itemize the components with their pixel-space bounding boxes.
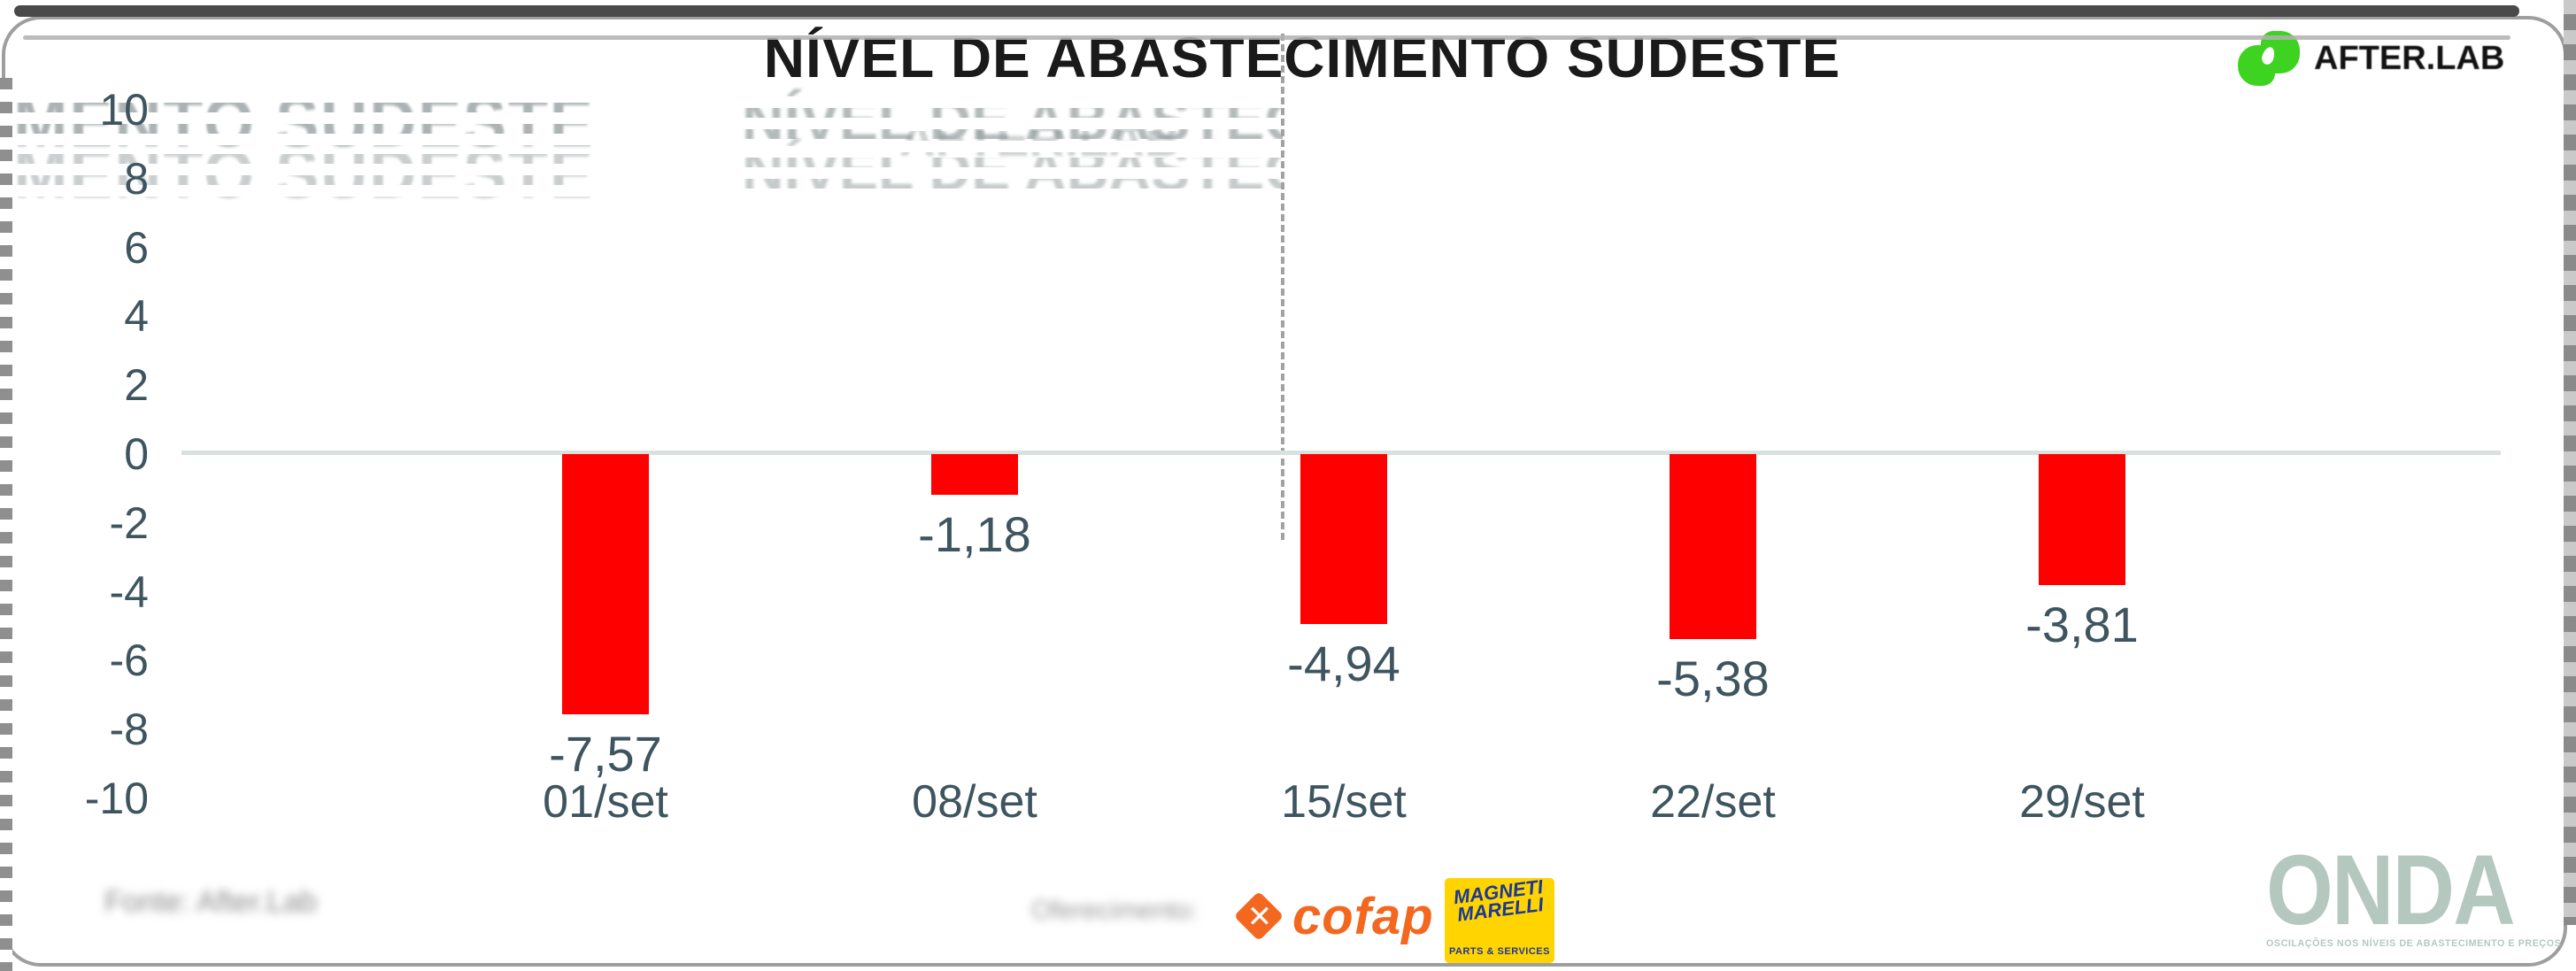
- bar-01/set[interactable]: [562, 454, 649, 714]
- x-axis-tick-label: 08/set: [912, 776, 1037, 828]
- y-axis-tick-label: -8: [109, 705, 149, 755]
- card-border-ghost: [23, 35, 2510, 40]
- ghost-watermark: AFTER.LAB: [899, 111, 1181, 166]
- source-note: Fonte: After.Lab: [104, 885, 318, 919]
- cofap-wordmark: cofap: [1292, 888, 1434, 945]
- ghost-title-fragment: CIMENTO SUDESTE: [0, 82, 595, 161]
- y-axis-tick-label: -2: [109, 497, 149, 548]
- bar-value-label: -7,57: [549, 726, 662, 782]
- zero-gridline: [181, 451, 2501, 455]
- dashed-guide-line: [1281, 34, 1284, 540]
- parts-services-label: PARTS & SERVICES: [1449, 946, 1550, 957]
- bar-value-label: -5,38: [1656, 651, 1770, 706]
- onda-wordmark: ONDA: [2266, 835, 2516, 945]
- y-axis-tick-label: 0: [124, 429, 149, 479]
- y-axis-tick-label: 8: [124, 153, 149, 204]
- chart-card: [2, 16, 2567, 967]
- y-axis-tick-label: -6: [109, 636, 149, 686]
- bar-value-label: -3,81: [2025, 597, 2139, 652]
- onda-logo: ONDA OSCILAÇÕES NOS NÍVEIS DE ABASTECIME…: [2266, 835, 2571, 951]
- y-axis-tick-label: 10: [99, 85, 149, 135]
- magneti-marelli-logo: MAGNETI MARELLI PARTS & SERVICES: [1445, 875, 1554, 963]
- x-axis-tick-label: 22/set: [1650, 776, 1776, 828]
- y-axis-tick-label: 6: [124, 222, 149, 273]
- bar-value-label: -4,94: [1287, 636, 1400, 691]
- onda-tagline: OSCILAÇÕES NOS NÍVEIS DE ABASTECIMENTO E…: [2266, 938, 2562, 949]
- cofap-chevron: ✕: [1246, 899, 1273, 934]
- y-axis-tick-label: -10: [84, 774, 149, 823]
- x-axis-tick-label: 15/set: [1281, 776, 1407, 828]
- afterlab-wordmark: AFTER.LAB: [2314, 39, 2505, 77]
- x-axis-tick-label: 29/set: [2019, 776, 2145, 828]
- y-axis-tick-label: 2: [124, 360, 149, 411]
- cofap-logo: ✕ cofap: [1233, 887, 1434, 946]
- ghost-title-fragment: CIMENTO SUDESTE: [0, 134, 595, 212]
- left-edge-artifact: [0, 78, 12, 971]
- x-axis-tick-label: 01/set: [543, 776, 668, 828]
- bar-value-label: -1,18: [918, 506, 1031, 562]
- ghost-title-fragment: NÍVEL DE ABASTECIMENTO: [742, 137, 1283, 191]
- bar-29/set[interactable]: [2039, 454, 2125, 585]
- y-axis-tick-label: -4: [109, 566, 149, 617]
- bar-08/set[interactable]: [931, 454, 1018, 495]
- offering-label: Oferecimento:: [1031, 896, 1199, 925]
- magneti-marelli-wordmark: MAGNETI MARELLI: [1453, 875, 1546, 926]
- y-axis-tick-label: 4: [124, 291, 149, 342]
- bar-22/set[interactable]: [1670, 454, 1756, 639]
- afterlab-logo: AFTER.LAB: [2238, 30, 2504, 87]
- ghost-title-fragment: NÍVEL DE ABASTECIMENTO: [742, 88, 1283, 153]
- bar-15/set[interactable]: [1300, 454, 1387, 624]
- ghost-title-clip: NÍVEL DE ABASTECIMENTO NÍVEL DE ABASTECI…: [742, 87, 1283, 191]
- window-top-border-ghost: [14, 5, 2519, 17]
- right-edge-artifact: [2564, 0, 2576, 925]
- cofap-chevron-icon: ✕: [1233, 890, 1284, 941]
